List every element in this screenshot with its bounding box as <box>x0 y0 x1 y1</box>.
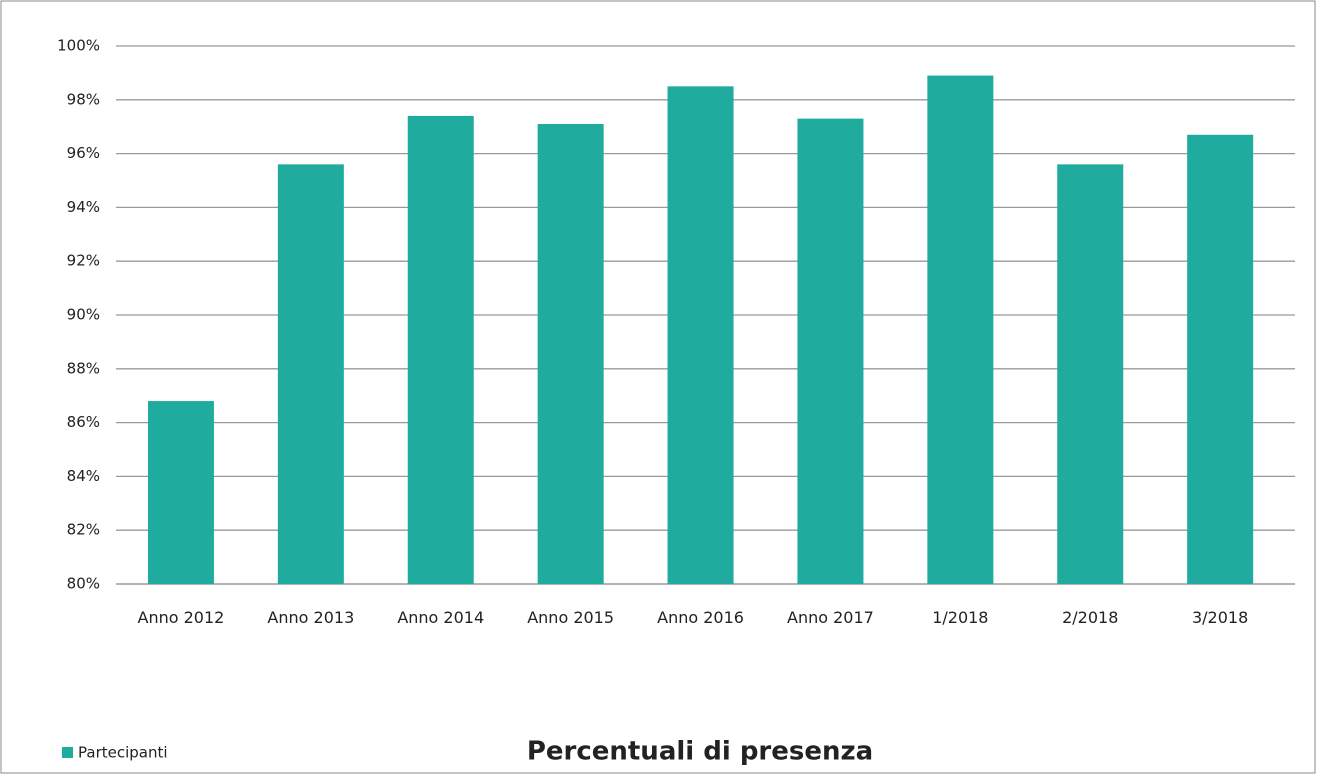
x-tick-label: Anno 2014 <box>397 608 485 627</box>
x-tick-label: Anno 2013 <box>267 608 355 627</box>
y-tick-label: 82% <box>67 521 100 539</box>
y-tick-label: 96% <box>67 144 100 162</box>
y-tick-label: 94% <box>67 198 100 216</box>
bar <box>147 401 214 584</box>
y-tick-label: 80% <box>67 575 100 593</box>
bar <box>1057 164 1124 585</box>
x-tick-label: 2/2018 <box>1062 608 1119 627</box>
y-tick-label: 92% <box>67 252 100 270</box>
bar <box>927 75 994 584</box>
y-tick-label: 100% <box>57 37 100 55</box>
legend-label: Partecipanti <box>78 744 168 762</box>
legend-swatch <box>62 747 73 758</box>
y-tick-label: 98% <box>67 90 100 108</box>
chart-title: Percentuali di presenza <box>527 737 873 767</box>
bar <box>537 124 604 584</box>
x-tick-label: Anno 2017 <box>787 608 874 627</box>
x-tick-label: Anno 2015 <box>527 608 615 627</box>
bar <box>667 86 734 584</box>
y-tick-label: 84% <box>67 467 100 485</box>
bar <box>1187 134 1254 584</box>
x-tick-label: 1/2018 <box>932 608 989 627</box>
x-tick-label: Anno 2012 <box>137 608 225 627</box>
bar <box>277 164 344 585</box>
y-tick-label: 90% <box>67 306 100 324</box>
bar <box>407 115 474 584</box>
bar <box>797 118 864 584</box>
x-tick-label: Anno 2016 <box>657 608 744 627</box>
y-tick-label: 86% <box>67 413 100 431</box>
y-tick-label: 88% <box>67 359 100 377</box>
x-tick-label: 3/2018 <box>1191 608 1249 627</box>
